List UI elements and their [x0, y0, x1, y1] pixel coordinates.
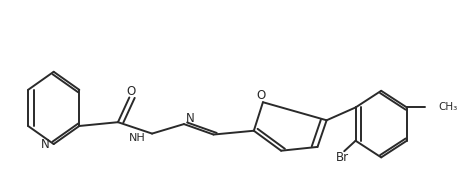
Text: N: N — [186, 112, 195, 125]
Text: N: N — [41, 138, 50, 151]
Text: CH₃: CH₃ — [438, 102, 458, 113]
Text: Br: Br — [335, 151, 349, 164]
Text: NH: NH — [129, 133, 146, 143]
Text: O: O — [126, 85, 135, 98]
Text: O: O — [256, 89, 265, 102]
